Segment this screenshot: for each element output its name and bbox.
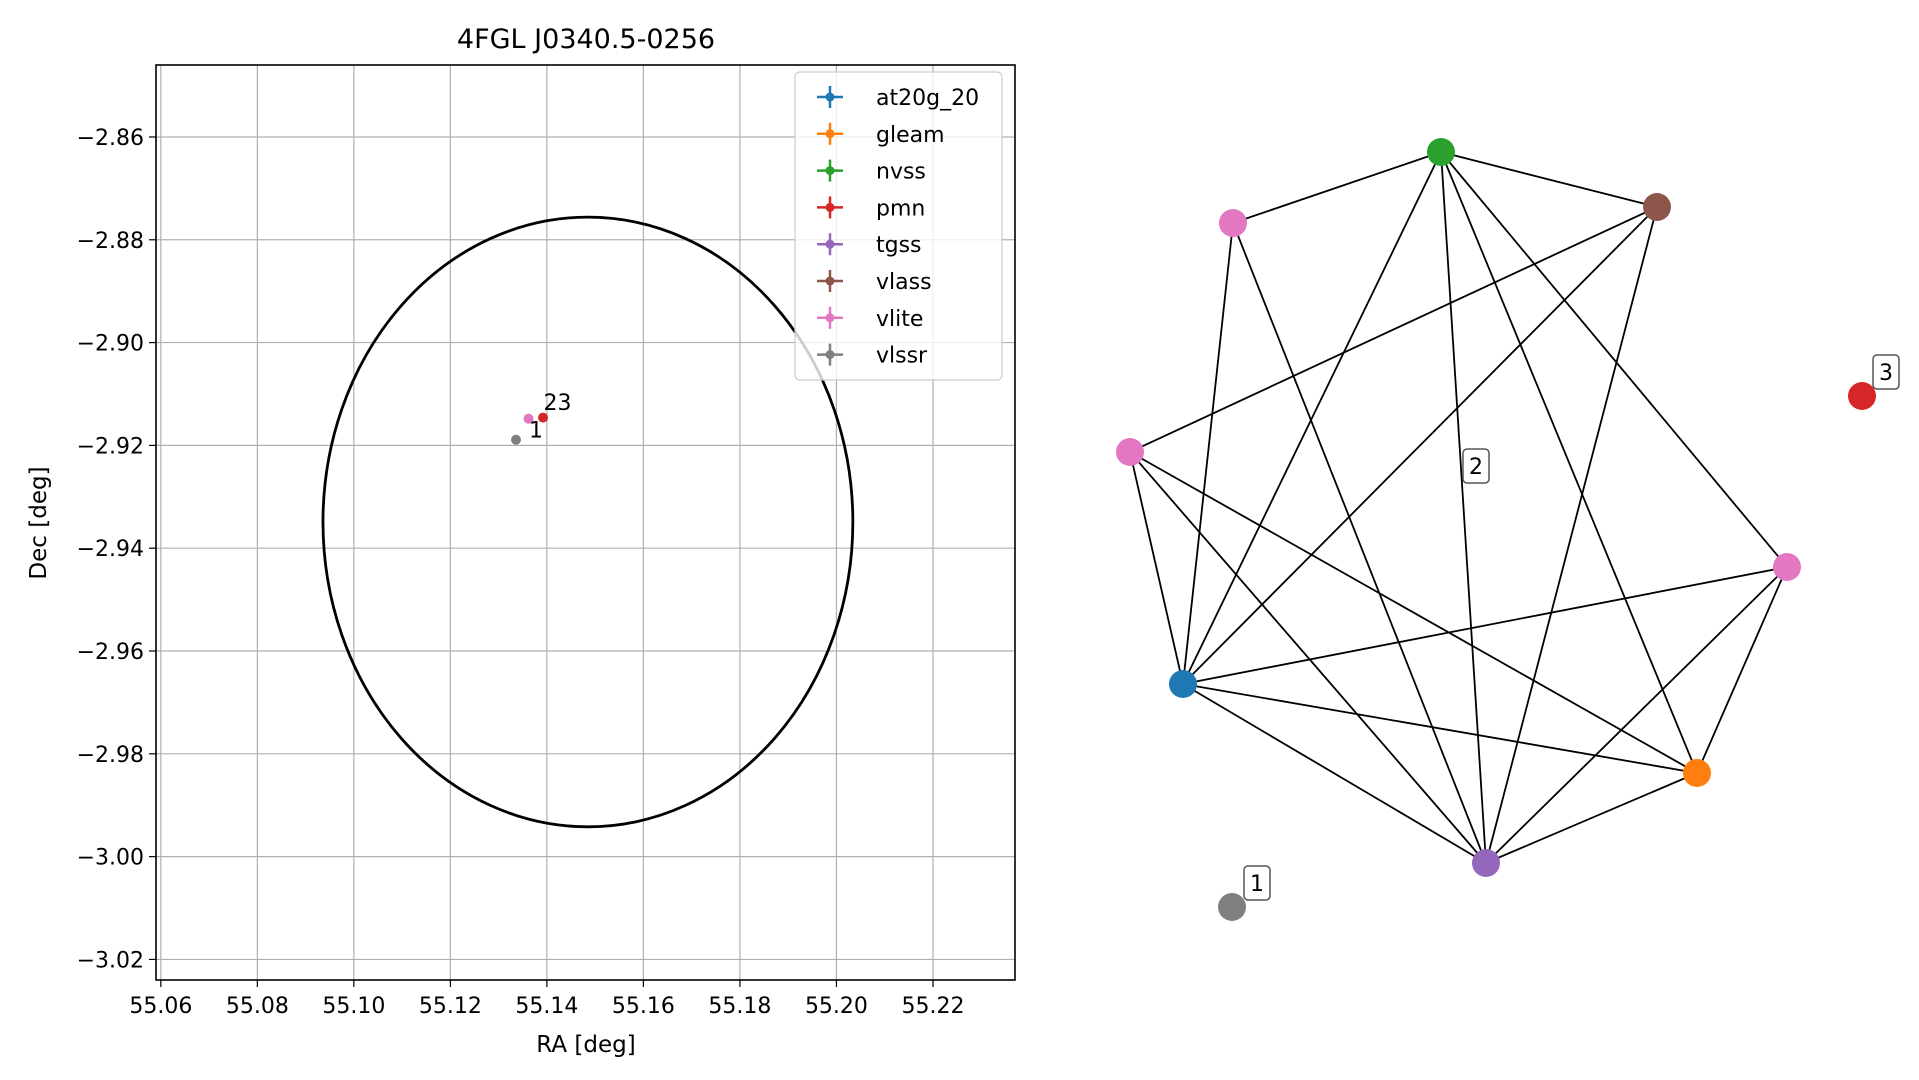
x-tick-label: 55.10 [322,994,385,1019]
network-node-vlass [1643,193,1671,221]
legend-label-vlite: vlite [876,307,923,332]
sky-position-plot: 4FGL J0340.5-0256 123 55.06 55.08 55.10 55.… [26,24,1016,1058]
network-node-pmn [1848,382,1876,410]
legend-marker-nvss [825,166,835,176]
x-axis-label: RA [deg] [536,1032,635,1058]
network-node-gleam [1683,759,1711,787]
network-label: 1 [1250,872,1264,897]
network-edge [1182,566,1788,685]
network-edge [1182,683,1487,864]
network-node-vlite [1219,209,1247,237]
legend-label-at20g_20: at20g_20 [876,86,979,111]
network-node-vlite [1116,438,1144,466]
x-tick-label: 55.20 [805,994,868,1019]
point-pmn [538,412,549,423]
legend-marker-vlssr [825,350,835,360]
legend-marker-gleam [825,129,835,139]
point-annotation: 1 [529,418,543,443]
legend-marker-pmn [825,202,835,212]
y-tick-label: −2.96 [77,640,144,665]
network-label-box [1462,448,1490,484]
association-network: 1 2 3 [1116,138,1900,921]
network-edge [1129,206,1658,453]
network-edge [1182,222,1234,685]
y-axis-ticks: −2.86 −2.88 −2.90 −2.92 −2.94 −2.96 −2.98 −3.00… [77,126,156,973]
legend-marker-vlite [825,313,835,323]
y-tick-label: −3.00 [77,846,144,871]
point-annotation: 23 [544,391,572,416]
network-edges [1129,151,1788,864]
y-axis-label: Dec [deg] [26,466,52,579]
network-node-at20g_20 [1169,670,1197,698]
legend-label-vlssr: vlssr [876,344,928,369]
y-tick-label: −3.02 [77,948,144,973]
x-tick-label: 55.18 [708,994,771,1019]
network-label: 2 [1469,455,1483,480]
network-edge [1440,151,1658,208]
point-vlite [523,413,534,424]
legend-box [794,71,1003,381]
network-node-tgss [1472,849,1500,877]
legend-label-gleam: gleam [876,123,945,148]
plot-title: 4FGL J0340.5-0256 [457,24,715,55]
network-edge [1182,683,1698,774]
legend-marker-at20g_20 [825,92,835,102]
y-tick-label: −2.86 [77,126,144,151]
grid [156,65,1015,980]
plot-frame [155,64,1016,981]
x-tick-label: 55.08 [226,994,289,1019]
x-tick-label: 55.12 [419,994,482,1019]
network-edge [1440,151,1788,568]
error-ellipse [321,215,855,829]
network-edge [1232,222,1487,864]
y-tick-label: −2.98 [77,743,144,768]
x-tick-label: 55.06 [129,994,192,1019]
legend-label-tgss: tgss [876,233,922,258]
network-edge [1232,151,1442,224]
network-edge [1440,151,1487,864]
network-edge [1129,451,1698,774]
x-tick-label: 55.22 [901,994,964,1019]
legend-label-pmn: pmn [876,196,925,221]
legend-marker-vlass [825,276,835,286]
network-edge [1440,151,1698,774]
network-edge [1485,206,1658,864]
network-edge [1696,566,1788,774]
legend-marker-tgss [825,239,835,249]
y-tick-label: −2.88 [77,229,144,254]
legend-label-nvss: nvss [876,160,926,185]
network-node-vlite [1773,553,1801,581]
x-tick-label: 55.14 [515,994,578,1019]
legend-label-vlass: vlass [876,270,932,295]
network-node-nvss [1427,138,1455,166]
y-tick-label: −2.94 [77,537,144,562]
network-edge [1182,151,1442,685]
network-edge [1485,772,1698,864]
x-axis-ticks: 55.06 55.08 55.10 55.12 55.14 55.16 55.18 55.20… [129,980,964,1019]
source-points [511,412,549,445]
network-nodes [1116,138,1876,921]
y-tick-label: −2.92 [77,434,144,459]
point-vlssr [511,434,522,445]
network-node-vlssr [1218,893,1246,921]
network-edge [1129,451,1184,685]
network-edge [1485,566,1788,864]
y-tick-label: −2.90 [77,332,144,357]
point-annotations: 123 [529,391,571,443]
association-ellipse [321,215,855,829]
network-labels: 1 2 3 [1243,354,1900,901]
network-edge [1129,451,1487,864]
network-label: 3 [1879,361,1893,386]
x-tick-label: 55.16 [612,994,675,1019]
network-label-box [1243,865,1271,901]
network-label-box [1872,354,1900,390]
